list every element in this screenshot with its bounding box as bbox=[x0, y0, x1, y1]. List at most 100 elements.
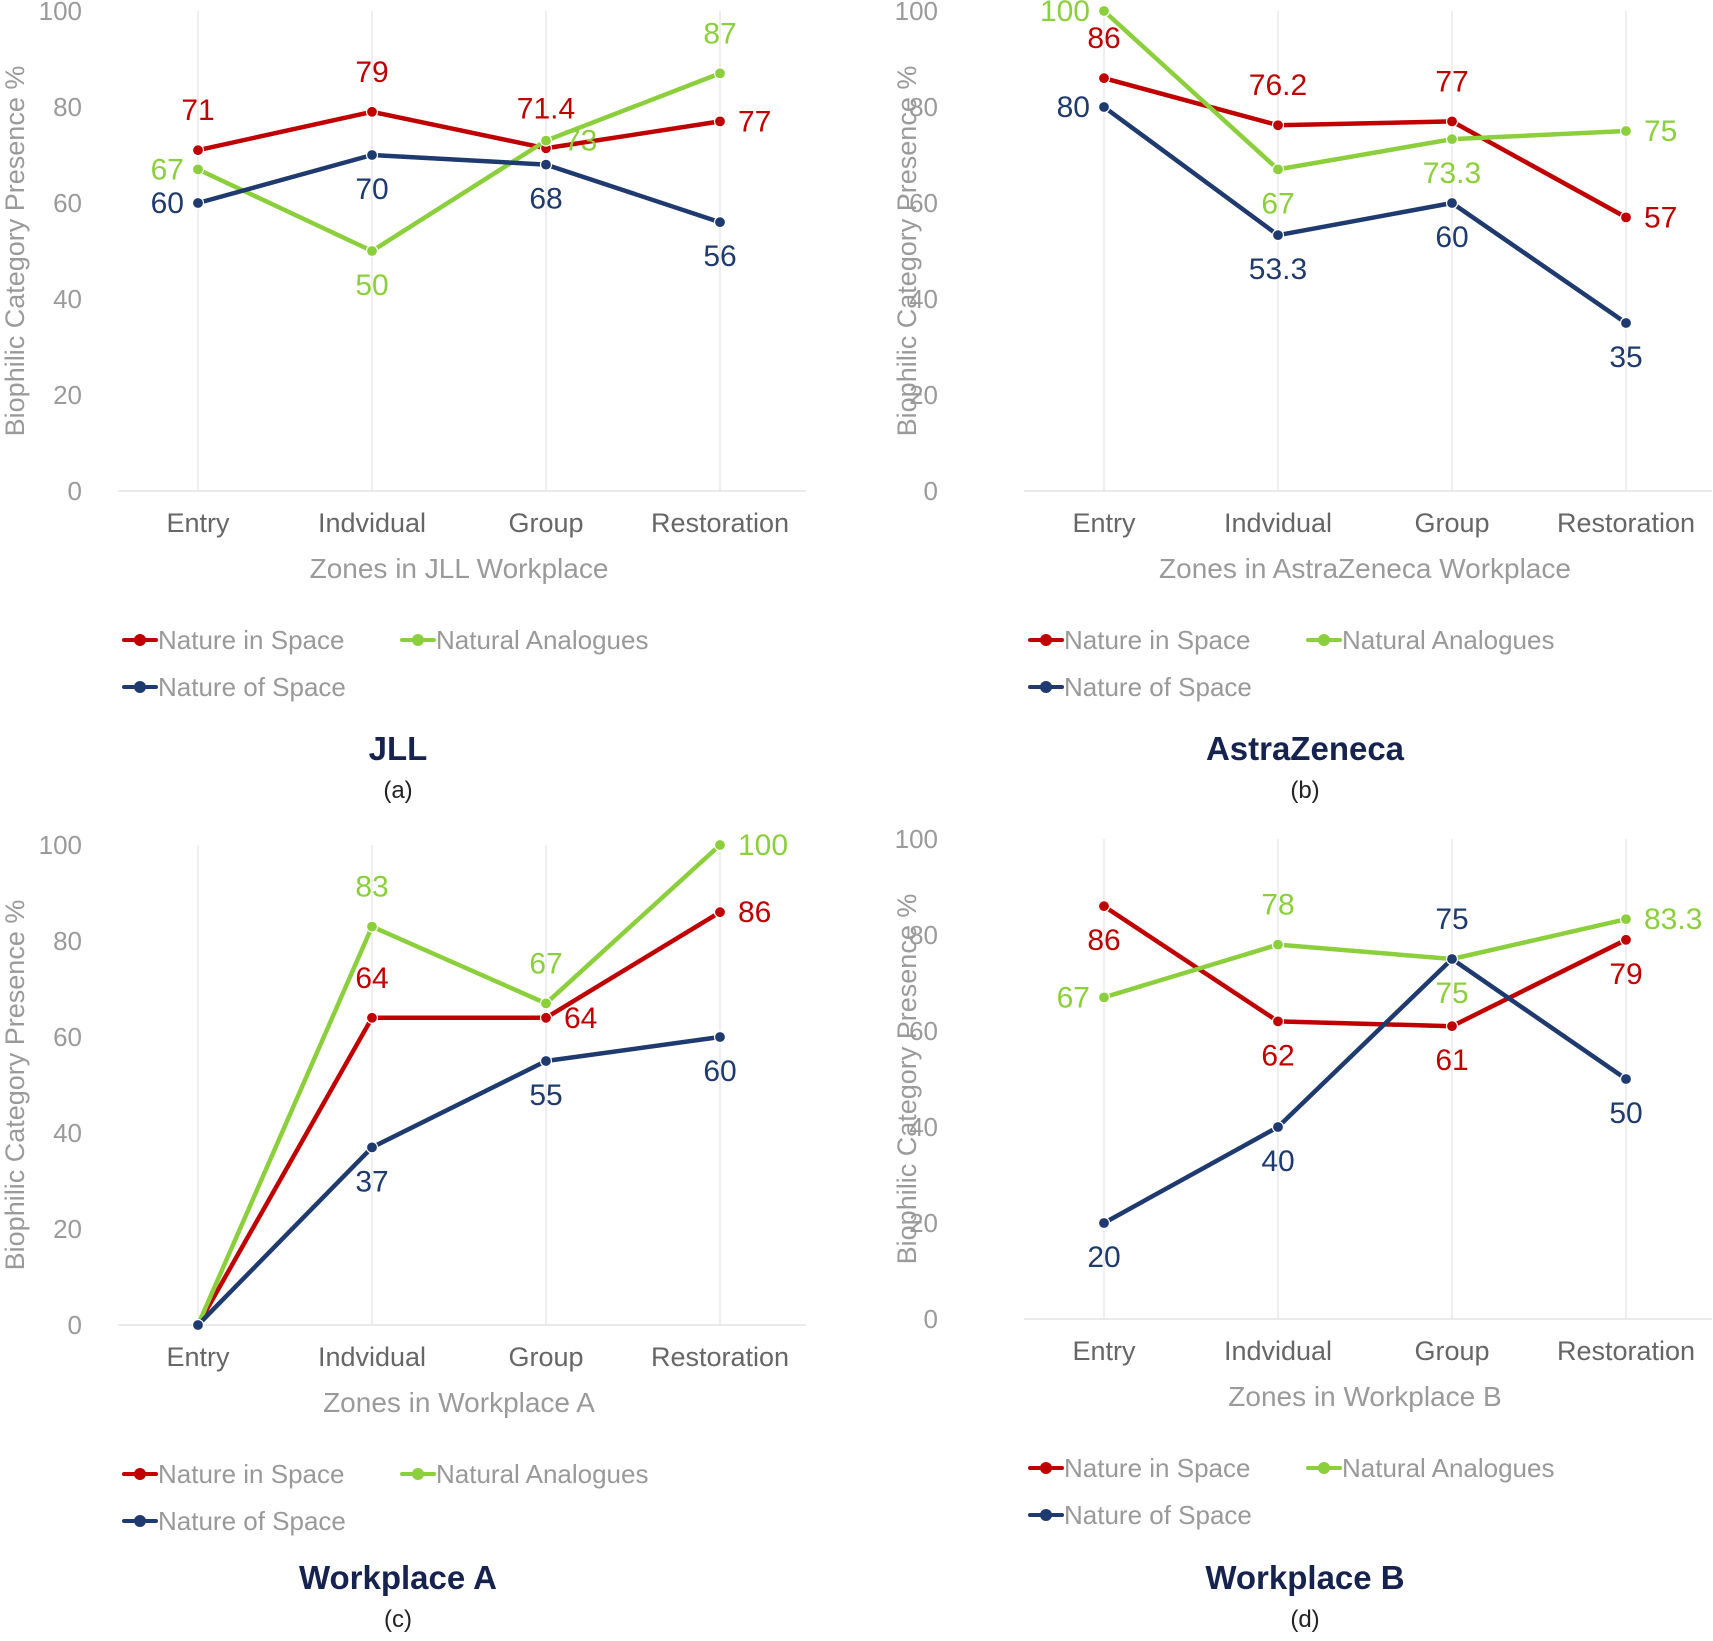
data-point bbox=[1445, 196, 1459, 210]
y-tick-label: 40 bbox=[909, 284, 938, 314]
data-point bbox=[1619, 316, 1633, 330]
data-label: 87 bbox=[703, 17, 736, 50]
legend-label: Nature in Space bbox=[1064, 1452, 1251, 1483]
y-tick-label: 20 bbox=[909, 1208, 938, 1238]
series-line-nature-of-space bbox=[1101, 956, 1629, 1226]
series-line-nature-in-space bbox=[195, 109, 723, 153]
data-label: 40 bbox=[1261, 1145, 1294, 1178]
legend-nature-of-space[interactable]: Nature of Space bbox=[122, 1505, 346, 1537]
data-point bbox=[1445, 1020, 1459, 1033]
legend-nature-in-space[interactable]: Nature in Space bbox=[122, 1458, 344, 1490]
x-tick-label: Restoration bbox=[651, 1342, 789, 1372]
x-tick-label: Group bbox=[1414, 508, 1489, 538]
data-label: 50 bbox=[1609, 1097, 1642, 1130]
data-point bbox=[1271, 229, 1285, 242]
legend-nature-in-space[interactable]: Nature in Space bbox=[1028, 624, 1250, 656]
data-label: 79 bbox=[1609, 958, 1642, 991]
data-label: 100 bbox=[738, 829, 788, 862]
x-tick-label: Restoration bbox=[651, 508, 789, 538]
data-label: 67 bbox=[1057, 981, 1090, 1014]
data-point bbox=[1097, 72, 1111, 85]
series-line-nature-in-space bbox=[1101, 75, 1629, 220]
legend-natural-analogues[interactable]: Natural Analogues bbox=[1306, 624, 1554, 656]
y-tick-label: 100 bbox=[895, 824, 938, 854]
panel-astrazeneca: 0 20 40 60 80 100 Biophilic Category Presence … bbox=[856, 0, 1713, 820]
x-tick-label: Indvidual bbox=[1224, 1336, 1332, 1366]
data-point bbox=[539, 134, 553, 147]
legend-natural-analogues[interactable]: Natural Analogues bbox=[400, 1458, 648, 1490]
data-label: 35 bbox=[1609, 341, 1642, 374]
data-point bbox=[539, 1054, 553, 1068]
data-label: 86 bbox=[738, 896, 771, 929]
panel-label: (d) bbox=[1290, 1606, 1320, 1633]
data-label: 75 bbox=[1435, 903, 1468, 936]
x-tick-label: Indvidual bbox=[318, 1342, 426, 1372]
legend-label: Nature of Space bbox=[158, 671, 346, 702]
legend-swatch-nature-of-space bbox=[122, 1505, 158, 1537]
legend-label: Nature in Space bbox=[158, 624, 345, 655]
legend-nature-in-space[interactable]: Nature in Space bbox=[122, 624, 344, 656]
x-tick-label: Restoration bbox=[1557, 508, 1695, 538]
series-line-nature-of-space bbox=[1101, 104, 1629, 326]
legend-label: Nature of Space bbox=[158, 1505, 346, 1536]
panel-title: Workplace A bbox=[298, 1559, 498, 1596]
panel-title: Workplace B bbox=[1205, 1559, 1405, 1596]
legend-label: Nature in Space bbox=[158, 1458, 345, 1489]
data-label: 37 bbox=[355, 1165, 388, 1198]
data-point bbox=[1097, 1216, 1111, 1230]
data-label: 60 bbox=[1435, 221, 1468, 254]
legend-label: Nature in Space bbox=[1064, 624, 1251, 655]
series-line-nature-of-space bbox=[195, 152, 723, 225]
data-point bbox=[1619, 1072, 1633, 1086]
data-label: 61 bbox=[1435, 1044, 1468, 1077]
data-label: 86 bbox=[1087, 924, 1120, 957]
y-axis-title: Biophilic Category Presence % bbox=[892, 894, 922, 1265]
y-tick-label: 20 bbox=[909, 380, 938, 410]
y-tick-label: 80 bbox=[909, 92, 938, 122]
legend-swatch-natural-analogues bbox=[1306, 624, 1342, 656]
legend-swatch-nature-of-space bbox=[122, 671, 158, 703]
legend-label: Natural Analogues bbox=[436, 624, 649, 655]
legend-nature-of-space[interactable]: Nature of Space bbox=[1028, 1499, 1252, 1531]
series-line-nature-in-space bbox=[195, 909, 723, 1328]
data-label: 60 bbox=[703, 1055, 736, 1088]
legend-label: Natural Analogues bbox=[1342, 1452, 1555, 1483]
x-tick-label: Group bbox=[1414, 1336, 1489, 1366]
series-line-natural-analogues bbox=[195, 71, 723, 254]
series-line-natural-analogues bbox=[1101, 916, 1629, 1000]
data-point bbox=[1097, 4, 1111, 18]
legend-natural-analogues[interactable]: Natural Analogues bbox=[1306, 1452, 1554, 1484]
y-tick-label: 80 bbox=[909, 920, 938, 950]
x-tick-label: Group bbox=[508, 1342, 583, 1372]
data-label: 83 bbox=[355, 871, 388, 904]
data-label: 64 bbox=[355, 962, 388, 995]
x-tick-label: Group bbox=[508, 508, 583, 538]
x-tick-label: Entry bbox=[1072, 1336, 1136, 1366]
data-point bbox=[539, 1011, 553, 1024]
x-tick-label: Entry bbox=[166, 1342, 230, 1372]
panel-title: JLL bbox=[368, 730, 428, 767]
data-label: 77 bbox=[1435, 65, 1468, 98]
legend-label: Nature of Space bbox=[1064, 671, 1252, 702]
y-axis-title: Biophilic Category Presence % bbox=[892, 66, 922, 437]
data-point bbox=[1619, 933, 1633, 946]
x-tick-label: Entry bbox=[1072, 508, 1136, 538]
data-point bbox=[1271, 163, 1285, 176]
data-point bbox=[191, 144, 205, 157]
legend-nature-of-space[interactable]: Nature of Space bbox=[1028, 671, 1252, 703]
legend-nature-in-space[interactable]: Nature in Space bbox=[1028, 1452, 1250, 1484]
y-tick-label: 0 bbox=[68, 476, 82, 506]
y-tick-label: 0 bbox=[924, 476, 938, 506]
panel-label: (b) bbox=[1290, 777, 1320, 804]
x-tick-label: Entry bbox=[166, 508, 230, 538]
panel-title: AstraZeneca bbox=[1205, 730, 1405, 767]
data-label: 67 bbox=[1261, 187, 1294, 220]
data-point bbox=[1619, 913, 1633, 926]
legend-swatch-nature-in-space bbox=[1028, 624, 1064, 656]
legend-swatch-nature-of-space bbox=[1028, 671, 1064, 703]
legend-natural-analogues[interactable]: Natural Analogues bbox=[400, 624, 648, 656]
series-line-nature-of-space bbox=[195, 1034, 723, 1328]
legend-nature-of-space[interactable]: Nature of Space bbox=[122, 671, 346, 703]
data-label: 100 bbox=[1040, 0, 1090, 28]
